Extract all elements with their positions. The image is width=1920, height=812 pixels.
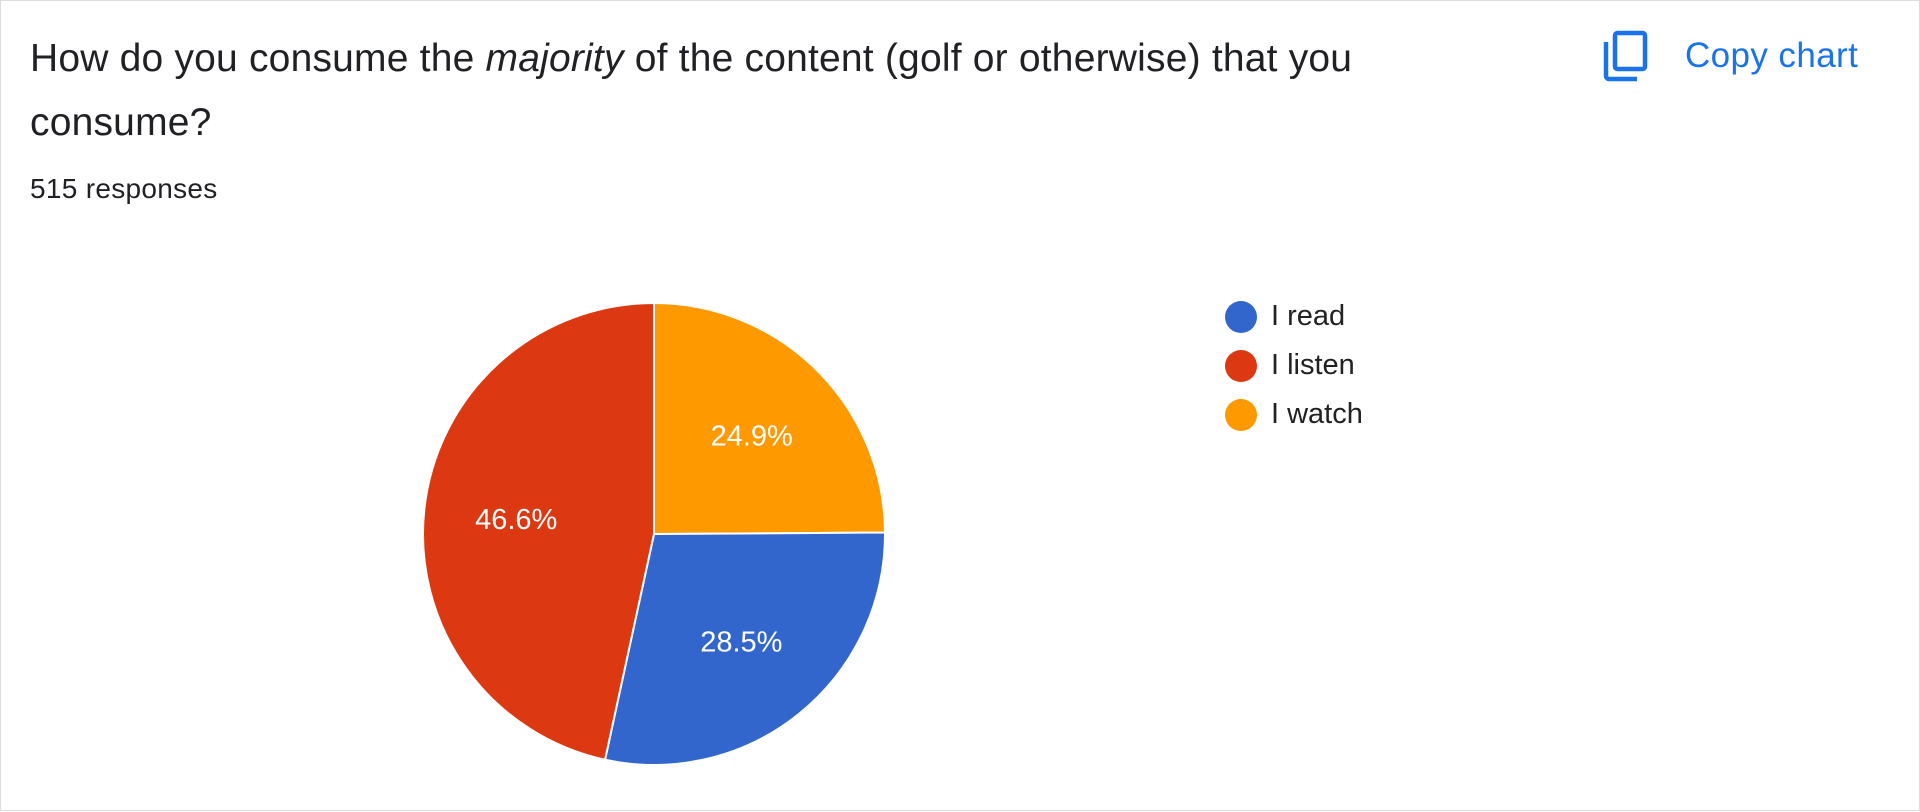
pie-data-label: 46.6% xyxy=(475,504,557,536)
title-emphasis: majority xyxy=(485,37,624,80)
legend-swatch xyxy=(1225,398,1257,431)
legend-item[interactable]: I listen xyxy=(1225,341,1363,390)
legend-swatch xyxy=(1225,300,1257,333)
legend-label: I read xyxy=(1271,300,1346,332)
chart-legend: I read I listen I watch xyxy=(1225,292,1363,439)
chart-question-title: How do you consume the majority of the c… xyxy=(30,27,1530,155)
legend-item[interactable]: I read xyxy=(1225,292,1363,341)
response-count: 515 responses xyxy=(30,173,218,204)
title-part-1: How do you consume the xyxy=(30,37,486,80)
pie-slice-i-watch[interactable] xyxy=(653,301,887,536)
pie-data-label: 24.9% xyxy=(711,421,793,453)
copy-chart-label: Copy chart xyxy=(1685,36,1859,75)
copy-icon xyxy=(1601,28,1657,84)
legend-swatch xyxy=(1225,349,1257,382)
pie-slice-i-listen[interactable] xyxy=(421,301,655,761)
legend-label: I watch xyxy=(1271,398,1363,430)
title-part-2: of the content (golf or otherwise) that … xyxy=(30,37,1353,144)
pie-data-label: 28.5% xyxy=(700,627,782,659)
copy-chart-button[interactable]: Copy chart xyxy=(1601,21,1858,91)
pie-slice-i-read[interactable] xyxy=(603,531,886,766)
legend-item[interactable]: I watch xyxy=(1225,390,1363,439)
legend-label: I listen xyxy=(1271,349,1355,381)
